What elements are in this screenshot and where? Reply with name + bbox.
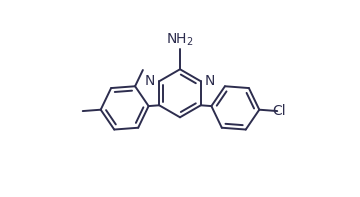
Text: Cl: Cl (273, 104, 286, 118)
Text: N: N (204, 74, 215, 88)
Text: NH$_2$: NH$_2$ (166, 31, 194, 48)
Text: N: N (145, 74, 156, 88)
